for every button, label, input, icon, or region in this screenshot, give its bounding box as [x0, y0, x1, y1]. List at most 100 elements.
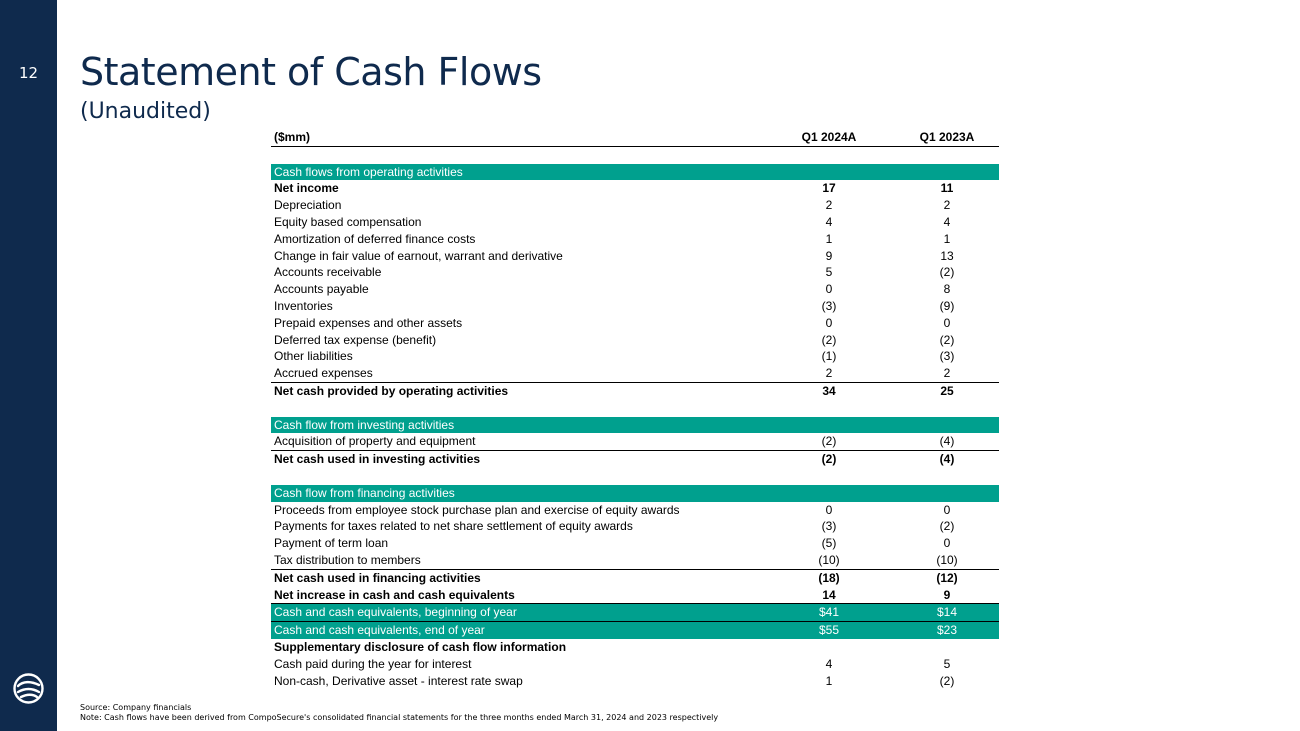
- header-col1: Q1 2024A: [801, 130, 857, 144]
- spacer: [271, 400, 999, 417]
- row-col2: (2): [939, 673, 955, 688]
- row-label: Cash paid during the year for interest: [274, 656, 472, 671]
- section-label: Cash flow from financing activities: [274, 485, 455, 500]
- composecure-logo-icon: [13, 673, 44, 704]
- row-col2: 8: [943, 282, 951, 297]
- table-row: Amortization of deferred finance costs 1…: [271, 231, 999, 248]
- row-col1: $41: [818, 605, 840, 620]
- page-title: Statement of Cash Flows: [80, 50, 542, 94]
- row-label: Non-cash, Derivative asset - interest ra…: [274, 673, 523, 688]
- cash-end-row: Cash and cash equivalents, end of year $…: [271, 622, 999, 639]
- total-row-financing: Net cash used in financing activities (1…: [271, 570, 999, 587]
- table-row: Cash paid during the year for interest 4…: [271, 656, 999, 673]
- row-label: Acquisition of property and equipment: [274, 434, 476, 449]
- row-label: Accrued expenses: [274, 366, 373, 381]
- row-col2: 13: [940, 248, 954, 263]
- row-label: Net cash used in financing activities: [274, 570, 481, 585]
- section-label: Supplementary disclosure of cash flow in…: [274, 639, 567, 654]
- section-financing: Cash flow from financing activities: [271, 484, 999, 502]
- row-col1: (2): [821, 332, 837, 347]
- row-col2: (2): [939, 519, 955, 534]
- row-col2: (4): [939, 434, 955, 449]
- row-col2: 25: [940, 383, 954, 398]
- row-label: Tax distribution to members: [274, 552, 421, 567]
- table-row: Change in fair value of earnout, warrant…: [271, 248, 999, 265]
- table-row: Tax distribution to members (10) (10): [271, 552, 999, 570]
- row-col2: $14: [936, 605, 958, 620]
- row-label: Net cash used in investing activities: [274, 452, 481, 467]
- row-col2: (2): [939, 265, 955, 280]
- row-col1: 5: [825, 265, 833, 280]
- total-row-investing: Net cash used in investing activities (2…: [271, 451, 999, 468]
- table-row: Inventories (3) (9): [271, 298, 999, 315]
- row-col2: (2): [939, 332, 955, 347]
- row-col2: 11: [940, 181, 954, 196]
- table-row: Depreciation 2 2: [271, 197, 999, 214]
- row-col2: (9): [939, 298, 955, 313]
- row-col1: 4: [825, 214, 833, 229]
- table-row: Other liabilities (1) (3): [271, 348, 999, 365]
- table-row: Equity based compensation 4 4: [271, 214, 999, 231]
- row-col2: (3): [939, 349, 955, 364]
- row-col1: (2): [821, 434, 837, 449]
- section-label: Cash flows from operating activities: [274, 164, 463, 179]
- row-label: Prepaid expenses and other assets: [274, 315, 463, 330]
- row-col1: 2: [825, 198, 833, 213]
- row-col1: 34: [822, 383, 836, 398]
- table-row: Deferred tax expense (benefit) (2) (2): [271, 332, 999, 349]
- section-supplementary: Supplementary disclosure of cash flow in…: [271, 639, 999, 656]
- footnotes: Source: Company financials Note: Cash fl…: [80, 703, 718, 723]
- row-label: Net cash provided by operating activitie…: [274, 383, 509, 398]
- row-col2: 4: [943, 214, 951, 229]
- row-col1: 1: [825, 673, 833, 688]
- row-col1: 14: [822, 587, 836, 602]
- table-row: Accounts receivable 5 (2): [271, 264, 999, 281]
- row-label: Cash and cash equivalents, end of year: [274, 623, 485, 638]
- row-col1: (3): [821, 298, 837, 313]
- row-col1: (2): [821, 452, 837, 467]
- row-label: Accounts receivable: [274, 265, 382, 280]
- row-col1: (10): [818, 552, 840, 567]
- row-col2: (4): [939, 452, 955, 467]
- header-col2: Q1 2023A: [919, 130, 975, 144]
- row-label: Equity based compensation: [274, 214, 422, 229]
- row-label: Net income: [274, 181, 339, 196]
- table-row: Payment of term loan (5) 0: [271, 535, 999, 552]
- row-label: Accounts payable: [274, 282, 369, 297]
- row-col2: 0: [943, 502, 951, 517]
- row-col1: 17: [822, 181, 836, 196]
- cash-flow-table: ($mm) Q1 2024A Q1 2023A Cash flows from …: [271, 129, 999, 689]
- section-investing: Cash flow from investing activities: [271, 416, 999, 434]
- row-col1: 1: [825, 231, 833, 246]
- row-col1: (3): [821, 519, 837, 534]
- table-row: Accrued expenses 2 2: [271, 365, 999, 383]
- table-header-row: ($mm) Q1 2024A Q1 2023A: [271, 129, 999, 147]
- row-label: Payments for taxes related to net share …: [274, 519, 633, 534]
- net-increase-row: Net increase in cash and cash equivalent…: [271, 587, 999, 605]
- row-label: Cash and cash equivalents, beginning of …: [274, 605, 517, 620]
- cash-beginning-row: Cash and cash equivalents, beginning of …: [271, 604, 999, 623]
- page-subtitle: (Unaudited): [80, 99, 211, 124]
- row-col1: 0: [825, 502, 833, 517]
- row-label: Change in fair value of earnout, warrant…: [274, 248, 563, 263]
- section-operating: Cash flows from operating activities: [271, 163, 999, 181]
- sidebar: 12: [0, 0, 57, 731]
- table-row: Accounts payable 0 8: [271, 281, 999, 298]
- row-col1: 0: [825, 315, 833, 330]
- row-label: Inventories: [274, 298, 333, 313]
- spacer: [271, 147, 999, 164]
- table-row: Payments for taxes related to net share …: [271, 518, 999, 535]
- row-label: Net increase in cash and cash equivalent…: [274, 587, 515, 602]
- row-col2: $23: [936, 623, 958, 638]
- page-number: 12: [18, 64, 39, 82]
- row-label: Deferred tax expense (benefit): [274, 332, 437, 347]
- spacer: [271, 468, 999, 485]
- row-col2: 1: [943, 231, 951, 246]
- row-col1: (18): [818, 570, 840, 585]
- total-row-operating: Net cash provided by operating activitie…: [271, 383, 999, 400]
- row-col1: 2: [825, 366, 833, 381]
- section-label: Cash flow from investing activities: [274, 417, 455, 432]
- header-label: ($mm): [274, 130, 311, 144]
- table-row: Net income 17 11: [271, 180, 999, 197]
- row-label: Depreciation: [274, 198, 342, 213]
